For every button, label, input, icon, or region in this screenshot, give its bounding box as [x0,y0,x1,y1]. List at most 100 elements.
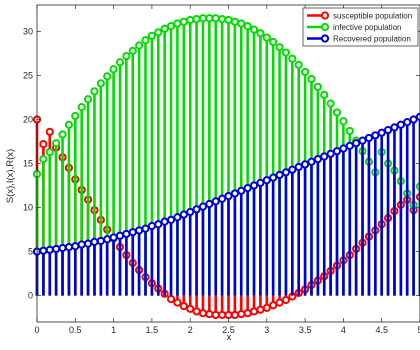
stem-marker [262,303,271,313]
stem-marker [90,87,99,96]
x-tick-label: 3.5 [299,325,312,335]
stem-marker [198,14,208,23]
stem-marker [403,118,412,127]
legend-swatch-marker [320,34,330,43]
stem-marker [326,149,335,158]
stem-marker [109,233,118,242]
stem-marker [71,242,80,251]
x-tick-label: 2.5 [222,325,235,335]
legend-swatch-marker [320,22,330,32]
stem-marker [218,310,227,320]
series-3 [32,112,420,296]
legend-swatch-marker [320,11,330,20]
stem-marker [154,28,163,37]
stem-marker [230,189,239,198]
x-tick-label: 0.5 [69,325,82,335]
stem-marker [371,131,380,140]
stem-marker [186,15,195,25]
stem-marker [218,194,227,203]
stem-marker [64,120,74,129]
stem-marker [211,14,220,23]
x-tick-label: 5 [417,325,420,335]
stem-marker [307,74,316,84]
stem-marker [249,181,259,190]
stem-marker [249,25,259,34]
stem-marker [269,173,278,182]
y-tick-label: 5 [28,247,33,257]
x-tick-label: 0 [34,325,39,335]
stem-marker [396,120,405,129]
stem-marker [52,139,61,148]
stem-marker [313,154,322,164]
legend-label: Recovered population [333,35,411,44]
stem-marker [409,115,418,124]
stem-marker [83,95,93,104]
stem-marker [281,295,291,305]
stem-marker [243,22,252,31]
stem-marker [281,168,291,177]
stem-marker [52,244,61,254]
stem-marker [339,144,348,153]
stem-marker [320,152,329,161]
stem-marker [58,130,67,139]
stem-marker [83,239,93,248]
stem-marker [243,184,252,193]
stem-marker [147,221,156,231]
stem-marker [179,210,188,219]
stem-marker [332,108,342,117]
stem-marker [141,36,150,45]
stem-marker [313,82,322,91]
stem-marker [262,176,271,185]
stem-marker [377,128,386,137]
stem-marker [128,228,137,237]
stem-marker [205,199,214,209]
stem-marker [205,14,214,23]
stem-marker [179,17,188,26]
stem-marker [192,307,201,316]
stem-marker [256,305,265,314]
x-tick-label: 3 [264,325,269,335]
y-tick-label: 10 [23,203,33,213]
stem-marker [320,90,329,99]
stem-marker [96,236,105,246]
y-tick-label: 30 [23,26,33,36]
stem-marker [237,19,246,28]
stem-marker [294,162,303,172]
stem-marker [135,226,144,235]
stem-marker [58,243,67,253]
x-tick-label: 4 [341,325,346,335]
stem-marker [281,48,291,57]
stem-marker [249,307,259,316]
stem-marker [390,123,399,132]
stem-marker [294,60,303,69]
stem-marker [300,67,310,77]
legend-label: infective population [333,23,402,32]
stem-marker [71,111,80,121]
stem-marker [160,217,169,226]
stem-marker [179,302,188,311]
y-tick-label: 25 [23,70,33,80]
stem-marker [141,224,150,233]
stem-marker [39,140,48,149]
stem-marker [269,37,278,47]
y-tick-label: 20 [23,114,33,124]
stem-marker [339,117,348,126]
y-tick-label: 0 [28,291,33,301]
stem-marker [218,14,227,24]
legend-item-1: susceptible population [307,11,412,21]
stem-marker [45,147,54,157]
stem-marker [77,103,86,112]
stem-marker [45,127,54,136]
stem-marker [332,147,342,156]
stem-marker [230,17,239,26]
stem-marker [275,298,284,307]
stem-marker [262,33,271,42]
x-tick-label: 1.5 [146,325,159,335]
stem-marker [173,298,182,307]
y-axis-label: S(x),I(x),R(x) [5,149,16,203]
stem-marker [77,240,86,249]
stem-marker [115,58,125,67]
stem-marker [122,229,131,239]
stem-marker [383,125,393,135]
